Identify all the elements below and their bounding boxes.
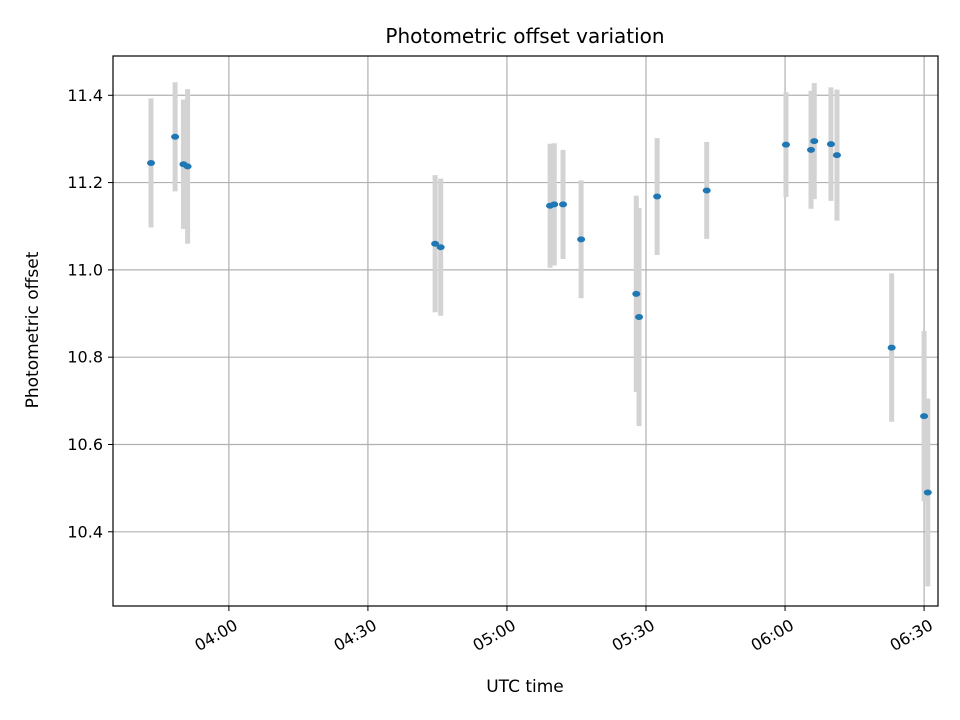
data-point xyxy=(887,344,896,351)
data-point xyxy=(826,141,835,148)
data-point xyxy=(171,133,180,140)
data-point xyxy=(807,146,816,153)
data-point xyxy=(810,138,819,145)
y-axis-title: Photometric offset xyxy=(23,251,43,408)
chart-title: Photometric offset variation xyxy=(385,24,664,48)
y-tick-label: 10.8 xyxy=(67,348,103,367)
y-tick-label: 11.4 xyxy=(67,86,103,105)
data-point xyxy=(653,193,662,200)
data-points xyxy=(147,133,932,496)
y-tick-label: 10.4 xyxy=(67,522,103,541)
data-point xyxy=(635,314,644,321)
grid-lines xyxy=(113,56,938,606)
y-tick-label: 10.6 xyxy=(67,435,103,454)
data-point xyxy=(436,244,445,251)
data-point xyxy=(577,236,586,243)
data-point xyxy=(923,489,932,496)
plot-area-frame xyxy=(112,55,939,607)
x-axis-title: UTC time xyxy=(486,677,564,697)
y-tick-label: 11.0 xyxy=(67,260,103,279)
data-point xyxy=(632,290,641,297)
data-point xyxy=(781,141,790,148)
y-tick-label: 11.2 xyxy=(67,173,103,192)
data-point xyxy=(183,163,192,170)
data-point xyxy=(559,201,568,208)
data-point xyxy=(832,152,841,159)
data-point xyxy=(431,240,440,247)
data-point xyxy=(550,201,559,208)
data-point xyxy=(920,413,929,420)
data-point xyxy=(147,159,156,166)
data-point xyxy=(702,187,711,194)
